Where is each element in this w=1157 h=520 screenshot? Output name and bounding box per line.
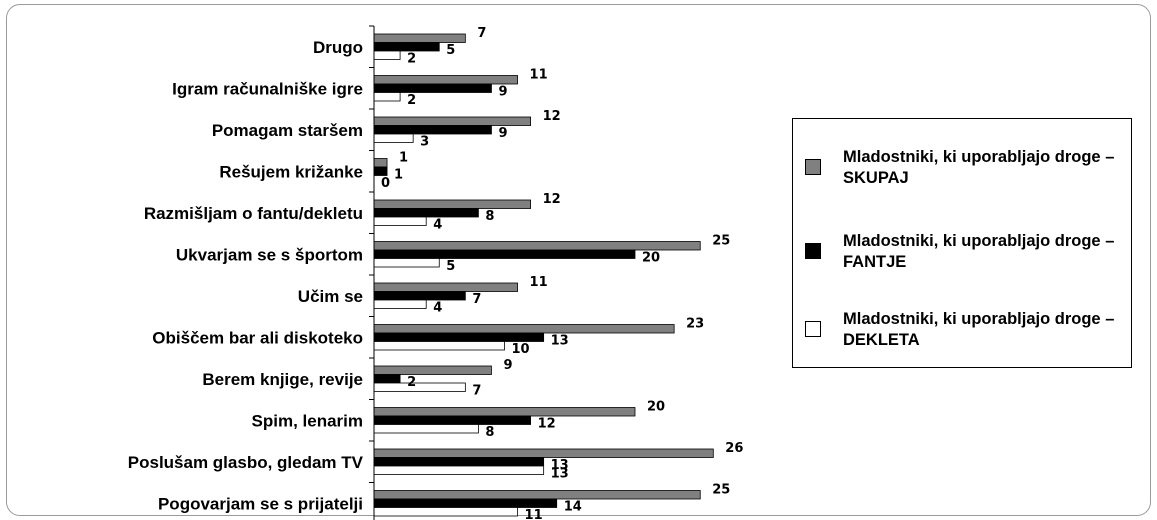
bar-fantje-ukvarjam-se-s-sportom <box>373 249 636 259</box>
category-label-ukvarjam-se-s-sportom: Ukvarjam se s športom <box>176 245 363 264</box>
category-label-berem-knjige-revije: Berem knjige, revije <box>202 370 363 389</box>
category-label-spim-lenarim: Spim, lenarim <box>252 411 363 430</box>
bar-fantje-poslusam-glasbo-gledam-tv <box>373 457 545 467</box>
value-label-dekleta-berem-knjige-revije: 7 <box>472 384 481 399</box>
value-label-fantje-spim-lenarim: 12 <box>538 417 556 432</box>
category-label-resujem-krizanke: Rešujem križanke <box>219 162 363 181</box>
bar-skupaj-obiscem-bar-ali-diskoteko <box>373 324 675 334</box>
value-label-dekleta-drugo: 2 <box>407 52 416 67</box>
value-label-skupaj-poslusam-glasbo-gledam-tv: 26 <box>725 441 743 456</box>
bar-fantje-pogovarjam-se-s-prijatelji <box>373 498 558 508</box>
value-label-skupaj-ucim-se: 11 <box>530 275 548 290</box>
category-label-obiscem-bar-ali-diskoteko: Obiščem bar ali diskoteko <box>152 328 363 347</box>
category-label-igram-racunalniske-igre: Igram računalniške igre <box>172 79 363 98</box>
bar-dekleta-pomagam-starsem <box>373 133 414 143</box>
value-label-dekleta-razmisljam-o-fantu-dekletu: 4 <box>433 218 442 233</box>
value-label-skupaj-igram-racunalniske-igre: 11 <box>530 68 548 83</box>
bar-fantje-pomagam-starsem <box>373 125 492 135</box>
value-label-skupaj-drugo: 7 <box>477 26 486 41</box>
legend-swatch-fantje <box>805 243 821 259</box>
bar-fantje-drugo <box>373 42 440 52</box>
value-label-skupaj-obiscem-bar-ali-diskoteko: 23 <box>686 317 704 332</box>
bar-skupaj-pomagam-starsem <box>373 116 532 126</box>
bar-fantje-resujem-krizanke <box>373 166 388 176</box>
bar-dekleta-spim-lenarim <box>373 424 479 434</box>
value-label-dekleta-obiscem-bar-ali-diskoteko: 10 <box>512 342 530 357</box>
value-label-fantje-berem-knjige-revije: 2 <box>407 375 416 390</box>
bar-fantje-obiscem-bar-ali-diskoteko <box>373 332 545 342</box>
value-label-skupaj-resujem-krizanke: 1 <box>399 151 408 166</box>
value-label-skupaj-razmisljam-o-fantu-dekletu: 12 <box>543 192 561 207</box>
value-label-fantje-ucim-se: 7 <box>472 292 481 307</box>
bar-fantje-razmisljam-o-fantu-dekletu <box>373 208 479 218</box>
bar-skupaj-berem-knjige-revije <box>373 365 492 375</box>
category-label-ucim-se: Učim se <box>298 287 363 306</box>
value-label-skupaj-pogovarjam-se-s-prijatelji: 25 <box>712 483 730 498</box>
bar-skupaj-ukvarjam-se-s-sportom <box>373 241 701 251</box>
legend-label-fantje: Mladostniki, ki uporabljajo droge – FANT… <box>843 232 1115 271</box>
category-label-pogovarjam-se-s-prijatelji: Pogovarjam se s prijatelji <box>158 494 363 513</box>
value-label-dekleta-spim-lenarim: 8 <box>485 425 494 440</box>
value-label-fantje-razmisljam-o-fantu-dekletu: 8 <box>485 209 494 224</box>
value-label-dekleta-pogovarjam-se-s-prijatelji: 11 <box>525 508 543 520</box>
chart-frame <box>6 4 1151 516</box>
bar-fantje-berem-knjige-revije <box>373 374 401 384</box>
bar-dekleta-poslusam-glasbo-gledam-tv <box>373 465 545 475</box>
bar-fantje-igram-racunalniske-igre <box>373 83 492 93</box>
legend-label-skupaj: Mladostniki, ki uporabljajo droge – SKUP… <box>843 148 1115 187</box>
value-label-fantje-poslusam-glasbo-gledam-tv: 13 <box>551 458 569 473</box>
bar-dekleta-berem-knjige-revije <box>373 382 466 392</box>
value-label-dekleta-resujem-krizanke: 0 <box>381 176 390 191</box>
bar-skupaj-ucim-se <box>373 282 518 292</box>
value-label-fantje-pogovarjam-se-s-prijatelji: 14 <box>564 500 582 515</box>
value-label-fantje-pomagam-starsem: 9 <box>498 126 507 141</box>
bar-skupaj-spim-lenarim <box>373 407 636 417</box>
legend-swatch-skupaj <box>805 159 821 175</box>
bar-skupaj-igram-racunalniske-igre <box>373 75 518 85</box>
value-label-skupaj-pomagam-starsem: 12 <box>543 109 561 124</box>
bar-skupaj-razmisljam-o-fantu-dekletu <box>373 199 532 209</box>
value-label-dekleta-ukvarjam-se-s-sportom: 5 <box>446 259 455 274</box>
legend: Mladostniki, ki uporabljajo droge – SKUP… <box>792 118 1132 368</box>
bar-skupaj-pogovarjam-se-s-prijatelji <box>373 490 701 500</box>
bar-dekleta-pogovarjam-se-s-prijatelji <box>373 507 518 517</box>
value-label-skupaj-ukvarjam-se-s-sportom: 25 <box>712 234 730 249</box>
value-label-fantje-drugo: 5 <box>446 43 455 58</box>
value-label-dekleta-pomagam-starsem: 3 <box>420 135 429 150</box>
bar-dekleta-obiscem-bar-ali-diskoteko <box>373 341 505 351</box>
bar-dekleta-ucim-se <box>373 299 427 309</box>
bar-fantje-spim-lenarim <box>373 415 532 425</box>
legend-swatch-dekleta <box>805 321 821 337</box>
value-label-dekleta-poslusam-glasbo-gledam-tv: 13 <box>551 467 569 482</box>
category-label-razmisljam-o-fantu-dekletu: Razmišljam o fantu/dekletu <box>144 204 363 223</box>
value-label-skupaj-spim-lenarim: 20 <box>647 400 665 415</box>
legend-label-dekleta: Mladostniki, ki uporabljajo droge – DEKL… <box>843 310 1115 349</box>
value-label-skupaj-berem-knjige-revije: 9 <box>503 358 512 373</box>
bar-dekleta-igram-racunalniske-igre <box>373 92 401 102</box>
bar-dekleta-razmisljam-o-fantu-dekletu <box>373 216 427 226</box>
category-label-poslusam-glasbo-gledam-tv: Poslušam glasbo, gledam TV <box>128 453 364 472</box>
value-label-dekleta-ucim-se: 4 <box>433 301 442 316</box>
bar-fantje-ucim-se <box>373 291 466 301</box>
value-label-fantje-obiscem-bar-ali-diskoteko: 13 <box>551 334 569 349</box>
category-label-drugo: Drugo <box>313 38 363 57</box>
value-label-fantje-resujem-krizanke: 1 <box>394 168 403 183</box>
bar-skupaj-resujem-krizanke <box>373 158 388 168</box>
bar-dekleta-drugo <box>373 50 401 60</box>
bar-skupaj-drugo <box>373 33 466 43</box>
bar-dekleta-ukvarjam-se-s-sportom <box>373 258 440 268</box>
value-label-fantje-ukvarjam-se-s-sportom: 20 <box>642 251 660 266</box>
value-label-dekleta-igram-racunalniske-igre: 2 <box>407 93 416 108</box>
bar-skupaj-poslusam-glasbo-gledam-tv <box>373 448 714 458</box>
category-label-pomagam-starsem: Pomagam staršem <box>212 121 363 140</box>
value-label-fantje-igram-racunalniske-igre: 9 <box>498 85 507 100</box>
